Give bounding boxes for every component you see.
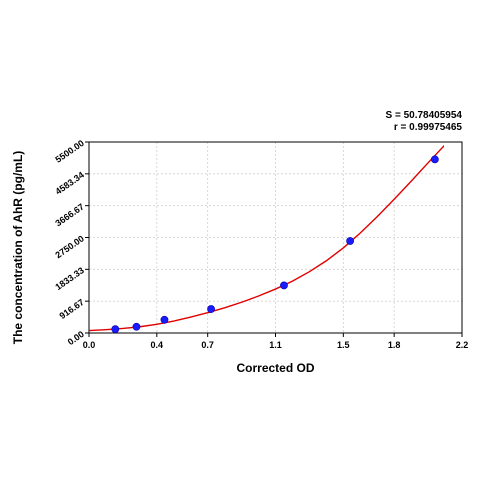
data-point xyxy=(160,315,169,324)
x-tick-label: 0.7 xyxy=(201,340,214,350)
data-point xyxy=(132,322,141,331)
y-tick-label: 5500.00 xyxy=(53,138,85,165)
x-axis-label: Corrected OD xyxy=(236,361,314,375)
x-tick-label: 0.4 xyxy=(151,340,164,350)
axis-ticks: 0.0 0.4 0.7 1.1 1.5 1.8 2.20.00916.671833.3327… xyxy=(53,138,468,350)
grid-lines xyxy=(88,141,463,334)
data-point xyxy=(280,281,288,290)
x-tick-label: 1.1 xyxy=(269,340,282,350)
data-point xyxy=(111,325,120,334)
x-tick-label: 2.2 xyxy=(456,340,469,350)
y-tick-label: 2750.00 xyxy=(53,233,85,260)
fit-r-value: r = 0.99975465 xyxy=(393,122,462,133)
y-axis-label: The concentration of AhR (pg/mL) xyxy=(11,151,25,345)
y-tick-label: 3666.67 xyxy=(53,202,85,229)
fit-curve-layer xyxy=(89,144,444,332)
data-point xyxy=(207,305,215,313)
data-point xyxy=(346,237,354,245)
data-points-layer xyxy=(111,155,439,334)
y-tick-label: 4583.34 xyxy=(53,170,85,197)
fit-curve xyxy=(89,144,444,332)
y-tick-label: 916.67 xyxy=(58,297,86,321)
data-point xyxy=(430,155,439,164)
x-tick-label: 1.8 xyxy=(388,340,401,350)
fit-s-value: S = 50.78405954 xyxy=(385,110,462,121)
y-tick-label: 1833.33 xyxy=(53,265,85,292)
x-tick-label: 0.0 xyxy=(83,340,96,350)
x-tick-label: 1.5 xyxy=(337,340,350,350)
